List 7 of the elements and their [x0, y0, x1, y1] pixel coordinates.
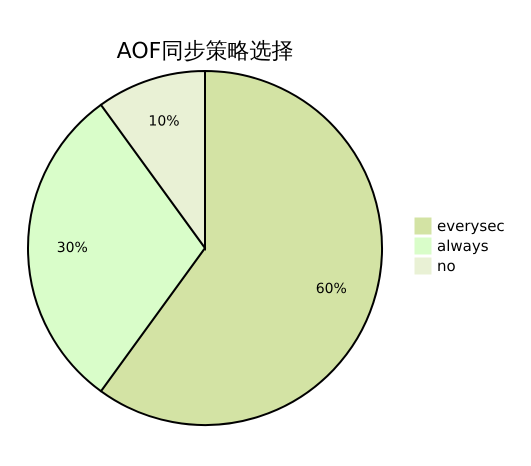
legend-label: no [437, 257, 456, 275]
data-label: 30% [56, 240, 88, 256]
data-label: 60% [316, 280, 347, 297]
data-label: 10% [148, 114, 180, 130]
chart-title: AOF同步策略选择 [116, 39, 294, 64]
legend-label: everysec [437, 217, 505, 235]
legend-label: always [437, 237, 489, 255]
